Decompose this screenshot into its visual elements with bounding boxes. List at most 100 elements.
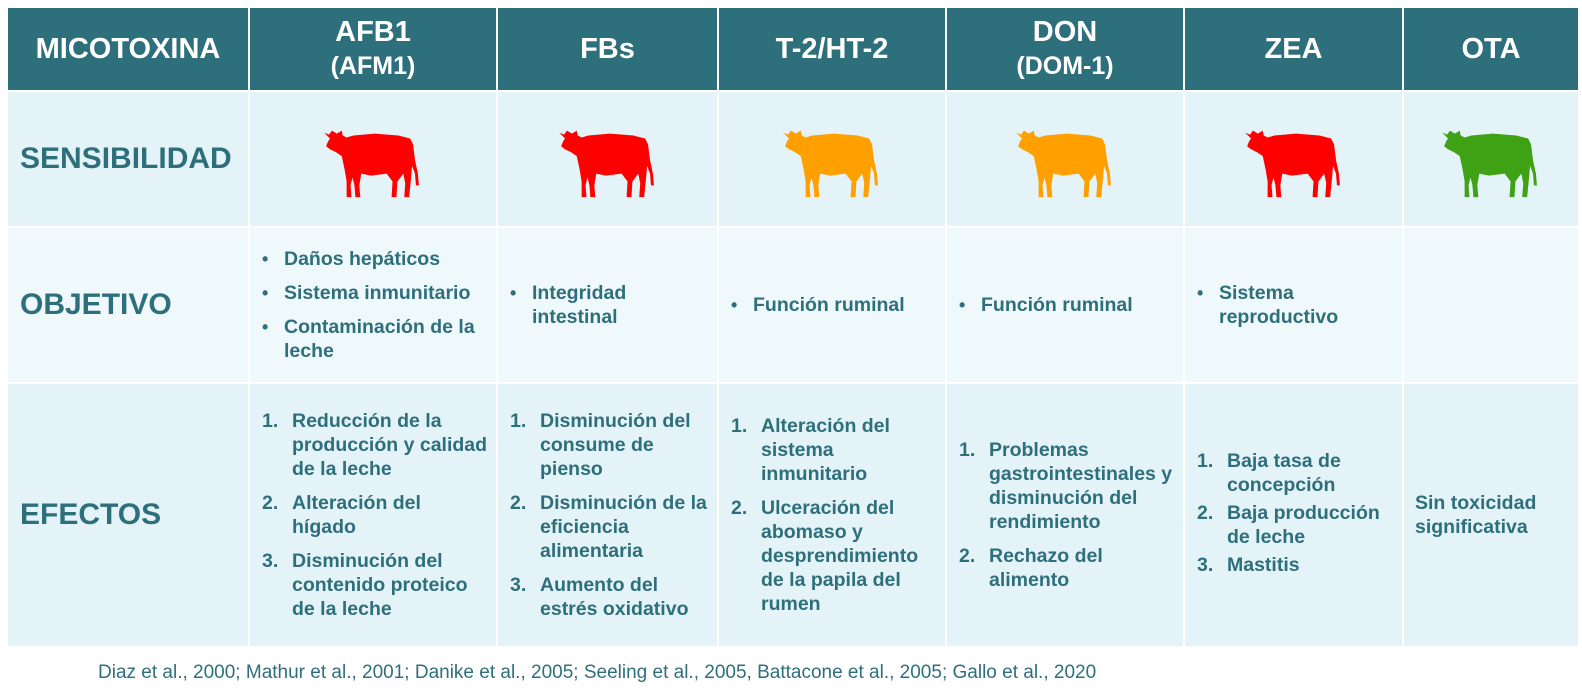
efectos-item: 3. Disminución del contenido proteico de … (262, 549, 490, 621)
cow-silhouette (783, 130, 878, 198)
efectos-cell: 1. Problemas gastrointestinales y disminu… (945, 382, 1185, 648)
header-fbs: FBs (496, 6, 719, 92)
cow-icon (1442, 130, 1537, 198)
header-afb1-name: AFB1 (335, 16, 411, 48)
efectos-item: 1. Reducción de la producción y calidad d… (262, 409, 490, 481)
efectos-item-text: Disminución del contenido proteico de la… (292, 550, 468, 620)
efectos-item-text: Alteración del hígado (292, 492, 421, 538)
cow-icon (783, 130, 878, 198)
header-don: DON (DOM-1) (945, 6, 1185, 92)
item-number: 1. (510, 410, 527, 432)
cow-silhouette (1244, 130, 1340, 198)
efectos-cell: 1. Disminución del consume de pienso 2. Di… (496, 382, 719, 648)
header-t2ht2: T-2/HT-2 (717, 6, 947, 92)
citation: Diaz et al., 2000; Mathur et al., 2001; … (98, 662, 1097, 683)
efectos-item: 1. Problemas gastrointestinales y disminu… (959, 438, 1177, 534)
header-label: MICOTOXINA (6, 6, 250, 92)
item-number: 3. (262, 550, 279, 572)
efectos-cell: Sin toxicidad significativa (1402, 382, 1580, 648)
efectos-item: 3. Mastitis (1197, 553, 1396, 577)
efectos-item: 2. Rechazo del alimento (959, 544, 1177, 592)
efectos-item-text: Rechazo del alimento (989, 545, 1103, 591)
header-row: MICOTOXINA AFB1 (AFM1) FBs T-2/HT-2 DON … (6, 6, 1580, 92)
row-efectos: EFECTOS 1. Reducción de la producción y c… (6, 382, 1580, 648)
efectos-item-text: Ulceración del abomaso y desprendimiento… (761, 497, 919, 615)
cow-icon (324, 130, 419, 198)
objetivo-list: Integridad intestinal (498, 281, 717, 329)
objetivo-cell: Función ruminal (717, 226, 947, 384)
header-don-sub: (DOM-1) (1016, 52, 1114, 80)
sensibilidad-cell (1183, 90, 1404, 228)
row-objetivo: OBJETIVO Daños hepáticos Sistema inmunit… (6, 226, 1580, 384)
objetivo-item: Daños hepáticos (262, 247, 488, 271)
item-number: 1. (262, 410, 279, 432)
sensibilidad-cell (248, 90, 498, 228)
cow-silhouette (1442, 130, 1537, 198)
sensibilidad-cell (496, 90, 719, 228)
row-label-objetivo: OBJETIVO (6, 226, 250, 384)
efectos-list: 1. Baja tasa de concepción 2. Baja producc… (1185, 449, 1402, 577)
item-number: 3. (510, 574, 527, 596)
ota-efectos-text: Sin toxicidad significativa (1415, 492, 1537, 538)
efectos-item: 2. Ulceración del abomaso y desprendimien… (731, 496, 939, 616)
objetivo-item: Sistema reproductivo (1197, 281, 1394, 329)
item-number: 2. (1197, 502, 1214, 524)
item-number: 1. (959, 439, 976, 461)
objetivo-cell: Función ruminal (945, 226, 1185, 384)
header-afb1-sub: (AFM1) (330, 52, 416, 80)
efectos-item-text: Baja tasa de concepción (1227, 450, 1341, 496)
efectos-item-text: Problemas gastrointestinales y disminuci… (989, 439, 1173, 533)
item-number: 1. (1197, 450, 1214, 472)
objetivo-item: Sistema inmunitario (262, 281, 488, 305)
objetivo-list: Función ruminal (719, 293, 945, 317)
objetivo-list: Sistema reproductivo (1185, 281, 1402, 329)
efectos-item-text: Reducción de la producción y calidad de … (292, 410, 488, 480)
objetivo-cell: Integridad intestinal (496, 226, 719, 384)
efectos-item: 1. Disminución del consume de pienso (510, 409, 711, 481)
row-sensibilidad: SENSIBILIDAD (6, 90, 1580, 228)
efectos-item-text: Aumento del estrés oxidativo (540, 574, 689, 620)
row-label-efectos: EFECTOS (6, 382, 250, 648)
item-number: 2. (731, 497, 748, 519)
objetivo-cell-empty (1402, 226, 1580, 384)
efectos-list: 1. Alteración del sistema inmunitario 2. U… (719, 414, 945, 616)
efectos-cell: 1. Reducción de la producción y calidad d… (248, 382, 498, 648)
cow-icon (1244, 130, 1340, 198)
efectos-item: 1. Alteración del sistema inmunitario (731, 414, 939, 486)
objetivo-list: Daños hepáticos Sistema inmunitario Cont… (250, 247, 496, 363)
sensibilidad-cell (1402, 90, 1580, 228)
objetivo-cell: Daños hepáticos Sistema inmunitario Cont… (248, 226, 498, 384)
efectos-item: 3. Aumento del estrés oxidativo (510, 573, 711, 621)
efectos-item-text: Disminución de la eficiencia alimentaria (540, 492, 707, 562)
efectos-item-text: Mastitis (1227, 554, 1300, 576)
efectos-list: 1. Problemas gastrointestinales y disminu… (947, 438, 1183, 592)
efectos-item: 1. Baja tasa de concepción (1197, 449, 1396, 497)
cow-icon (558, 130, 654, 198)
objetivo-list: Función ruminal (947, 293, 1183, 317)
objetivo-cell: Sistema reproductivo (1183, 226, 1404, 384)
header-afb1: AFB1 (AFM1) (248, 6, 498, 92)
efectos-item: 2. Baja producción de leche (1197, 501, 1396, 549)
mycotoxin-table: MICOTOXINA AFB1 (AFM1) FBs T-2/HT-2 DON … (6, 6, 1580, 648)
item-number: 3. (1197, 554, 1214, 576)
objetivo-item: Integridad intestinal (510, 281, 709, 329)
efectos-item-text: Disminución del consume de pienso (540, 410, 691, 480)
header-zea: ZEA (1183, 6, 1404, 92)
item-number: 2. (959, 545, 976, 567)
efectos-list: 1. Reducción de la producción y calidad d… (250, 409, 496, 621)
item-number: 1. (731, 415, 748, 437)
efectos-cell: 1. Baja tasa de concepción 2. Baja producc… (1183, 382, 1404, 648)
row-label-sensibilidad: SENSIBILIDAD (6, 90, 250, 228)
objetivo-item: Función ruminal (731, 293, 937, 317)
cow-silhouette (1016, 130, 1111, 198)
item-number: 2. (510, 492, 527, 514)
cow-silhouette (558, 130, 654, 198)
item-number: 2. (262, 492, 279, 514)
objetivo-item: Función ruminal (959, 293, 1175, 317)
efectos-item-text: Baja producción de leche (1227, 502, 1380, 548)
efectos-item: 2. Alteración del hígado (262, 491, 490, 539)
efectos-cell: 1. Alteración del sistema inmunitario 2. U… (717, 382, 947, 648)
sensibilidad-cell (717, 90, 947, 228)
cow-icon (1016, 130, 1111, 198)
header-ota: OTA (1402, 6, 1580, 92)
